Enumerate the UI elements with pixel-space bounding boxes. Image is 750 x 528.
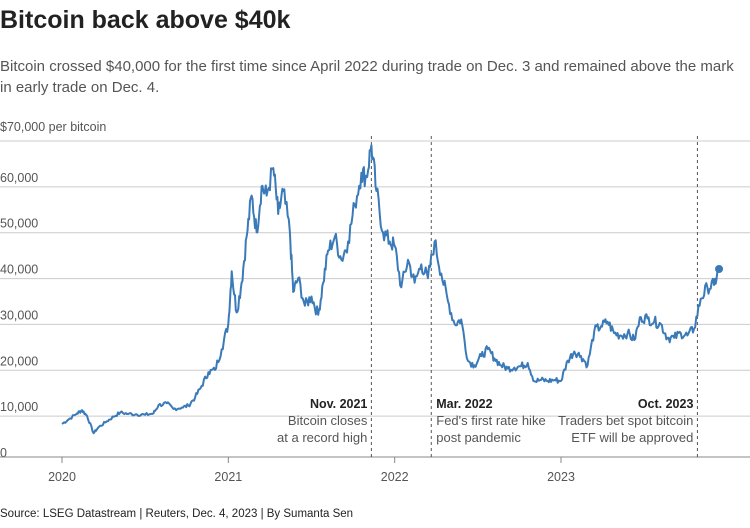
bitcoin-price-line bbox=[61, 144, 720, 435]
y-tick-label: 20,000 bbox=[0, 354, 38, 368]
chart-subtitle: Bitcoin crossed $40,000 for the first ti… bbox=[0, 58, 734, 96]
y-tick-label: 30,000 bbox=[0, 308, 38, 322]
annotation-date: Nov. 2021 bbox=[310, 397, 367, 411]
y-tick-label: 0 bbox=[0, 446, 7, 460]
x-tick-label: 2023 bbox=[547, 470, 575, 484]
annotation-text: Fed's first rate hike bbox=[436, 413, 545, 428]
y-tick-label: 50,000 bbox=[0, 217, 38, 231]
annotation-text: Traders bet spot bitcoin bbox=[558, 413, 693, 428]
y-tick-label: 10,000 bbox=[0, 400, 38, 414]
x-tick-label: 2020 bbox=[48, 470, 76, 484]
annotation-text: post pandemic bbox=[436, 430, 521, 445]
last-point-marker bbox=[715, 264, 724, 273]
y-axis-label: $70,000 per bitcoin bbox=[0, 120, 106, 134]
annotation-date: Mar. 2022 bbox=[436, 397, 492, 411]
y-tick-label: 40,000 bbox=[0, 263, 38, 277]
y-tick-label: 60,000 bbox=[0, 171, 38, 185]
annotation-date: Oct. 2023 bbox=[638, 397, 694, 411]
chart-title: Bitcoin back above $40k bbox=[0, 6, 291, 34]
annotation-text: Bitcoin closes bbox=[288, 413, 368, 428]
annotation-text: at a record high bbox=[277, 430, 367, 445]
x-tick-label: 2022 bbox=[381, 470, 409, 484]
x-tick-label: 2021 bbox=[214, 470, 242, 484]
source-note: Source: LSEG Datastream | Reuters, Dec. … bbox=[0, 508, 354, 520]
annotation-text: ETF will be approved bbox=[571, 430, 693, 445]
chart-area: $70,000 per bitcoin 10,000 20,000 30,000 40,… bbox=[0, 120, 750, 484]
